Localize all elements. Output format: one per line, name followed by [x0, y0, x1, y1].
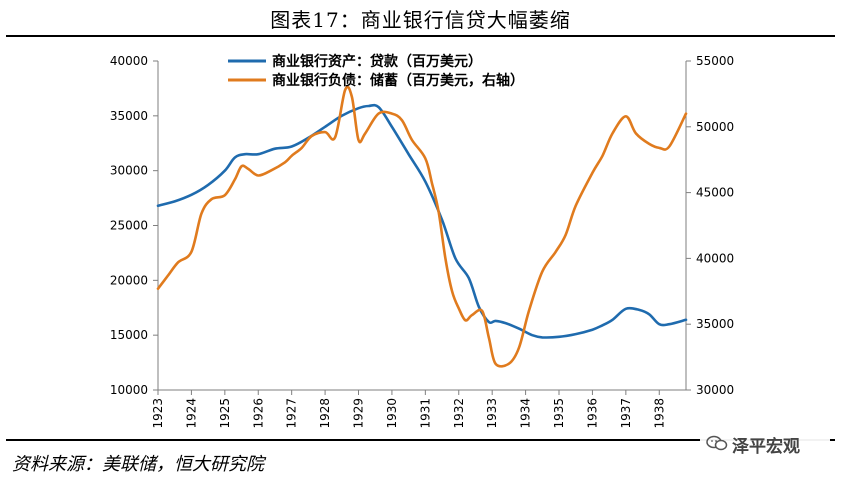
left-y-tick-label: 15000	[110, 328, 148, 342]
chart-title: 图表17：商业银行信贷大幅萎缩	[270, 8, 571, 32]
x-tick-label: 1932	[452, 398, 466, 429]
title-rule	[6, 35, 835, 37]
source-rule	[6, 439, 835, 441]
x-tick-label: 1930	[385, 398, 399, 429]
legend-label-loans: 商业银行资产：贷款（百万美元）	[272, 53, 482, 70]
left-y-axis-ticks: 10000 15000 20000 25000 30000 35000 40000	[110, 54, 158, 397]
watermark-text: 泽平宏观	[732, 437, 800, 457]
source-note: 资料来源：美联储，恒大研究院	[12, 454, 264, 475]
left-y-tick-label: 20000	[110, 273, 148, 287]
right-y-tick-label: 30000	[696, 383, 734, 397]
legend-label-deposits: 商业银行负债：储蓄（百万美元，右轴）	[272, 72, 524, 89]
left-y-tick-label: 35000	[110, 109, 148, 123]
right-y-tick-label: 55000	[696, 54, 734, 68]
right-y-axis-ticks: 30000 35000 40000 45000 50000 55000	[686, 54, 734, 397]
watermark: 泽平宏观	[700, 431, 830, 457]
x-tick-label: 1937	[619, 398, 633, 429]
left-y-tick-label: 30000	[110, 164, 148, 178]
x-tick-label: 1927	[285, 398, 299, 429]
x-tick-label: 1924	[184, 398, 198, 429]
x-tick-label: 1931	[418, 398, 432, 429]
x-tick-label: 1923	[151, 398, 165, 429]
x-tick-label: 1938	[652, 398, 666, 429]
x-tick-label: 1936	[585, 398, 599, 429]
series-line-loans	[156, 103, 688, 339]
chart-canvas: 1923 1924 1925 1926 1927 1928 1929 1930 1931 1932…	[110, 53, 734, 429]
x-tick-label: 1925	[218, 398, 232, 429]
left-y-tick-label: 25000	[110, 219, 148, 233]
chart-axes	[157, 61, 687, 391]
right-y-tick-label: 50000	[696, 120, 734, 134]
series-lines	[156, 85, 688, 368]
x-tick-label: 1926	[251, 398, 265, 429]
x-tick-label: 1934	[519, 398, 533, 429]
wechat-icon	[706, 435, 728, 451]
x-tick-label: 1928	[318, 398, 332, 429]
left-y-tick-label: 40000	[110, 54, 148, 68]
chart-legend: 商业银行资产：贷款（百万美元） 商业银行负债：储蓄（百万美元，右轴）	[228, 53, 524, 89]
x-tick-label: 1929	[352, 398, 366, 429]
right-y-tick-label: 40000	[696, 251, 734, 265]
x-tick-label: 1933	[485, 398, 499, 429]
series-line-deposits	[156, 85, 688, 368]
right-y-tick-label: 45000	[696, 186, 734, 200]
x-axis-ticks: 1923 1924 1925 1926 1927 1928 1929 1930 1931 1932…	[151, 390, 666, 429]
x-tick-label: 1935	[552, 398, 566, 429]
right-y-tick-label: 35000	[696, 317, 734, 331]
left-y-tick-label: 10000	[110, 383, 148, 397]
